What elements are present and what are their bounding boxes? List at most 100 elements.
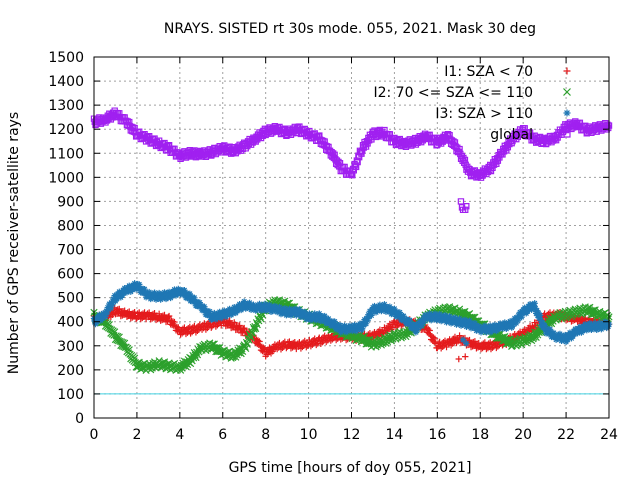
- data-point: [605, 122, 613, 129]
- data-point: [406, 316, 413, 324]
- y-tick-label: 300: [57, 339, 84, 355]
- y-tick-label: 700: [57, 243, 84, 259]
- data-point: [360, 322, 367, 329]
- data-point: [194, 327, 201, 335]
- data-point: [102, 313, 109, 320]
- data-point: [207, 312, 214, 319]
- data-point: [173, 323, 180, 331]
- data-point: [171, 318, 178, 326]
- data-point: [157, 317, 164, 324]
- data-point: [341, 322, 348, 329]
- data-point: [241, 324, 248, 332]
- data-point: [364, 317, 371, 324]
- data-point: [359, 319, 367, 327]
- data-point: [456, 315, 463, 322]
- data-point: [493, 344, 500, 352]
- data-point: [107, 304, 115, 312]
- data-point: [362, 318, 369, 325]
- data-point: [430, 334, 437, 341]
- data-point: [218, 314, 225, 322]
- data-point: [449, 141, 456, 149]
- data-point: [457, 155, 465, 163]
- data-point: [257, 315, 265, 323]
- data-point: [469, 343, 476, 350]
- outlier-points: [455, 353, 469, 363]
- data-point: [513, 319, 520, 327]
- data-point: [256, 338, 263, 345]
- data-point: [459, 157, 466, 164]
- data-point: [463, 340, 470, 347]
- data-point: [126, 282, 133, 289]
- data-point: [106, 302, 114, 310]
- data-point: [231, 303, 238, 311]
- data-point: [426, 310, 433, 317]
- data-point: [111, 107, 118, 114]
- data-point: [378, 327, 386, 335]
- data-point: [437, 345, 445, 352]
- legend-marker: [563, 109, 571, 117]
- data-point: [365, 313, 373, 321]
- data-point: [391, 305, 398, 313]
- data-point: [441, 312, 449, 319]
- data-point: [475, 322, 482, 330]
- data-point: [226, 305, 233, 313]
- data-point: [576, 323, 584, 330]
- x-tick-label: 4: [175, 427, 184, 443]
- data-point: [456, 332, 463, 339]
- data-point: [291, 305, 298, 313]
- data-point: [381, 301, 388, 308]
- x-tick-label: 18: [471, 427, 489, 443]
- data-point: [459, 336, 467, 343]
- data-point: [436, 310, 443, 318]
- data-point: [517, 311, 525, 318]
- data-point: [566, 329, 574, 336]
- data-point: [104, 304, 111, 311]
- y-tick-label: 900: [57, 194, 84, 210]
- data-point: [329, 150, 337, 157]
- data-point: [361, 316, 368, 323]
- data-point: [196, 299, 203, 306]
- data-point: [458, 204, 466, 211]
- y-tick-label: 1000: [48, 170, 84, 186]
- data-point: [329, 153, 336, 160]
- y-tick-label: 1500: [48, 50, 84, 66]
- data-point: [260, 344, 267, 351]
- data-point: [286, 305, 293, 313]
- data-point: [240, 325, 247, 332]
- data-point: [546, 326, 554, 333]
- data-point: [336, 321, 344, 329]
- y-tick-label: 1400: [48, 74, 84, 90]
- data-point: [253, 320, 261, 329]
- data-point: [171, 286, 178, 293]
- x-axis-title: GPS time [hours of doy 055, 2021]: [229, 460, 472, 476]
- data-point: [313, 341, 320, 349]
- data-point: [481, 322, 489, 329]
- data-point: [509, 323, 516, 330]
- data-point: [336, 325, 343, 333]
- data-point: [462, 206, 469, 214]
- data-point: [421, 317, 428, 324]
- data-point: [356, 320, 364, 327]
- data-point: [281, 305, 289, 312]
- data-point: [529, 304, 537, 311]
- data-point: [172, 323, 179, 330]
- data-point: [201, 303, 208, 310]
- data-point: [431, 310, 439, 317]
- data-point: [187, 330, 194, 337]
- data-point: [249, 329, 257, 338]
- data-point: [586, 320, 594, 327]
- x-tick-label: 0: [90, 427, 99, 443]
- data-point: [161, 139, 168, 147]
- data-point: [231, 319, 238, 326]
- data-point: [159, 316, 166, 324]
- y-tick-label: 1300: [48, 98, 84, 114]
- data-point: [321, 312, 328, 320]
- outlier-points: [459, 336, 470, 347]
- data-point: [171, 145, 178, 152]
- data-point: [250, 301, 257, 308]
- outlier-points: [457, 198, 470, 214]
- data-point: [116, 288, 123, 295]
- data-point: [131, 124, 138, 132]
- data-point: [108, 299, 115, 306]
- y-tick-label: 400: [57, 315, 84, 331]
